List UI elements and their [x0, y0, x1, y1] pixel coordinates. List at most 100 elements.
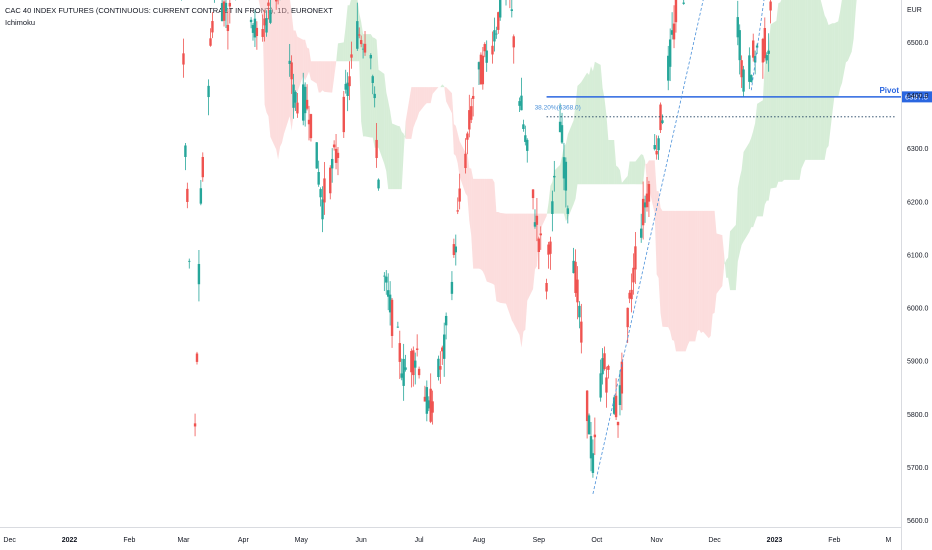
- candle-body: [373, 93, 376, 99]
- candle-body: [348, 76, 351, 87]
- candle-body: [425, 387, 429, 414]
- cloud-segment: [604, 98, 607, 185]
- price-tag-box: [902, 91, 932, 103]
- x-tick-label: M: [885, 537, 891, 544]
- cloud-segment: [579, 82, 582, 185]
- cloud-segment: [560, 156, 563, 214]
- cloud-segment: [305, 39, 308, 81]
- cloud-segment: [363, 34, 366, 137]
- cloud-segment: [739, 169, 742, 254]
- candle-body: [495, 33, 498, 35]
- cloud-segment: [853, 0, 856, 39]
- cloud-segment: [648, 160, 655, 214]
- candle-body: [647, 184, 651, 202]
- candle-body: [661, 120, 664, 124]
- cloud-segment: [417, 87, 420, 119]
- cloud-segment: [309, 48, 311, 80]
- cloud-segment: [577, 84, 580, 185]
- candle-body: [437, 358, 440, 378]
- candle-body: [334, 148, 338, 163]
- y-tick-label: 6300.0: [907, 146, 929, 153]
- candle-body: [309, 114, 313, 139]
- cloud-segment: [492, 178, 495, 286]
- cloud-segment: [527, 213, 534, 301]
- candle-body: [601, 358, 604, 375]
- candle-body: [249, 19, 253, 23]
- candle-body: [576, 279, 579, 303]
- cloud-segment: [616, 165, 619, 185]
- cloud-segment: [689, 210, 696, 342]
- candle-body: [294, 92, 297, 103]
- cloud-segment: [506, 213, 508, 310]
- cloud-segment: [716, 233, 723, 294]
- cloud-segment: [681, 210, 684, 352]
- cloud-segment: [594, 61, 601, 185]
- cloud-segment: [453, 123, 456, 156]
- candle-body: [562, 157, 566, 179]
- candle-body: [263, 18, 266, 26]
- candle-body: [468, 110, 471, 130]
- cloud-segment: [455, 125, 458, 164]
- cloud-segment: [753, 122, 756, 228]
- cloud-segment: [722, 235, 725, 287]
- cloud-segment: [608, 139, 615, 185]
- cloud-segment: [629, 161, 632, 185]
- candle-body: [222, 1, 226, 21]
- cloud-segment: [403, 121, 406, 154]
- candle-body: [518, 101, 521, 106]
- cloud-segment: [668, 210, 671, 332]
- candle-body: [228, 2, 232, 7]
- candle-body: [211, 21, 214, 33]
- indicator-label[interactable]: Ichimoku: [5, 18, 36, 27]
- cloud-segment: [270, 0, 277, 150]
- cloud-segment: [631, 161, 634, 185]
- cloud-segment: [372, 37, 375, 148]
- cloud-segment: [592, 61, 595, 185]
- candle-body: [224, 2, 228, 12]
- cloud-segment: [695, 210, 698, 342]
- cloud-segment: [554, 164, 561, 214]
- cloud-segment: [618, 167, 620, 185]
- cloud-segment: [776, 3, 779, 188]
- cloud-segment: [451, 93, 454, 154]
- candle-body: [358, 34, 361, 36]
- candle-body: [441, 347, 444, 352]
- candle-body: [483, 44, 486, 52]
- candle-body: [414, 360, 417, 368]
- candle-body: [369, 55, 373, 59]
- candle-body: [620, 361, 624, 394]
- candle-body: [491, 45, 494, 55]
- cloud-segment: [768, 24, 771, 201]
- drawings: Resistance7381.5Support6797.5Pivot6397.5…: [535, 0, 932, 495]
- candle-body: [274, 0, 278, 2]
- candle-body: [591, 453, 595, 473]
- candle-body: [417, 368, 421, 376]
- x-tick-label: Dec: [3, 537, 16, 544]
- candle-body: [479, 54, 483, 85]
- cloud-segment: [855, 0, 857, 13]
- candle-body: [761, 38, 765, 63]
- cloud-segment: [484, 178, 487, 282]
- cloud-segment: [351, 0, 358, 62]
- cloud-segment: [662, 210, 669, 328]
- candle-body: [443, 334, 446, 359]
- cloud-segment: [701, 210, 704, 333]
- candle-body: [560, 125, 564, 143]
- candle-body: [499, 0, 502, 18]
- candle-body: [361, 48, 365, 50]
- candle-body: [653, 145, 656, 150]
- candle-body: [303, 86, 307, 114]
- cloud-segment: [392, 123, 398, 190]
- candle-body: [752, 40, 755, 58]
- candle-body: [290, 62, 293, 80]
- cloud-segment: [764, 51, 767, 205]
- candle-body: [400, 373, 403, 378]
- cloud-segment: [703, 210, 709, 339]
- candle-body: [315, 142, 318, 169]
- candle-body: [359, 40, 363, 45]
- candle-body: [738, 30, 741, 61]
- candle-body: [769, 1, 772, 11]
- candle-body: [396, 326, 400, 328]
- candle-body: [464, 153, 467, 169]
